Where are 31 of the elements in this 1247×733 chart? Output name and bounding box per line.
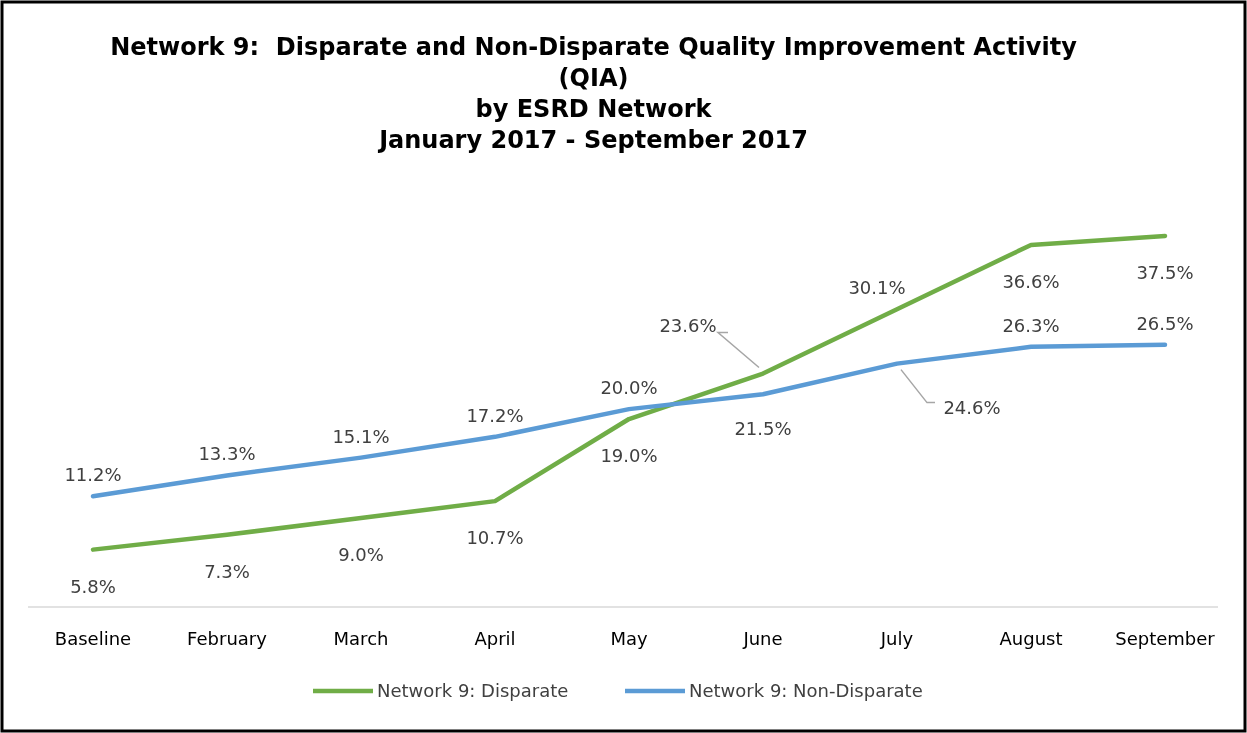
- x-tick-label: April: [474, 628, 516, 649]
- chart-subtitle: January 2017 - September 2017: [377, 126, 808, 154]
- data-label: 9.0%: [338, 543, 384, 565]
- data-label: 13.3%: [198, 443, 256, 465]
- data-label: 30.1%: [848, 277, 906, 299]
- x-tick-label: August: [999, 628, 1063, 649]
- data-label: 26.5%: [1136, 312, 1194, 334]
- data-label: 26.3%: [1002, 314, 1060, 336]
- chart-title: Network 9: Disparate and Non-Disparate Quality Improvement Activity (QIA) by ESRD Network: [110, 33, 1078, 123]
- data-label: 10.7%: [466, 527, 524, 549]
- x-tick-label: Baseline: [54, 628, 132, 649]
- x-tick-label: March: [333, 628, 389, 649]
- data-label: 23.6%: [659, 314, 717, 336]
- x-tick-label: February: [187, 628, 268, 649]
- x-tick-label: July: [879, 628, 914, 649]
- data-label: 7.3%: [204, 560, 250, 582]
- data-label: 17.2%: [466, 404, 524, 426]
- data-label: 5.8%: [70, 575, 116, 597]
- data-label: 19.0%: [600, 445, 658, 467]
- x-tick-label: May: [610, 628, 648, 649]
- legend-label: Network 9: Disparate: [377, 680, 569, 701]
- x-tick-label: September: [1115, 628, 1216, 649]
- x-tick-label: June: [742, 628, 783, 649]
- data-label: 21.5%: [734, 418, 792, 440]
- data-label: 15.1%: [332, 425, 390, 447]
- data-label: 36.6%: [1002, 270, 1060, 292]
- data-label: 20.0%: [600, 377, 658, 399]
- legend-label: Network 9: Non-Disparate: [689, 680, 923, 701]
- data-label: 24.6%: [943, 396, 1001, 418]
- data-label: 37.5%: [1136, 262, 1194, 283]
- data-label: 11.2%: [64, 464, 122, 486]
